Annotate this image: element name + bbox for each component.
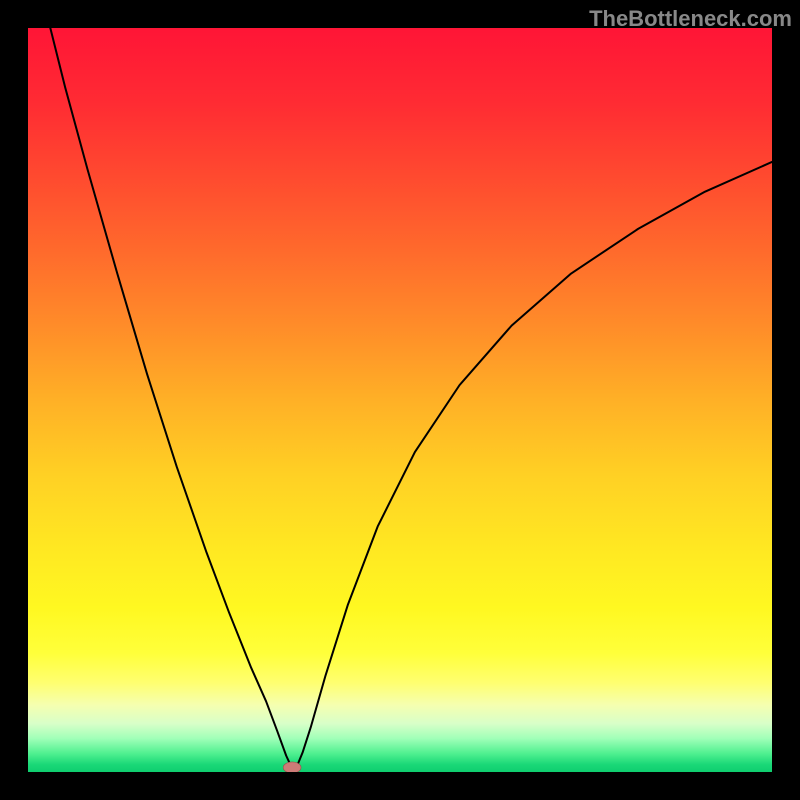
plot-area: [28, 28, 772, 772]
chart-svg: [28, 28, 772, 772]
min-marker: [283, 762, 301, 772]
chart-background: [28, 28, 772, 772]
watermark-text: TheBottleneck.com: [532, 6, 792, 32]
